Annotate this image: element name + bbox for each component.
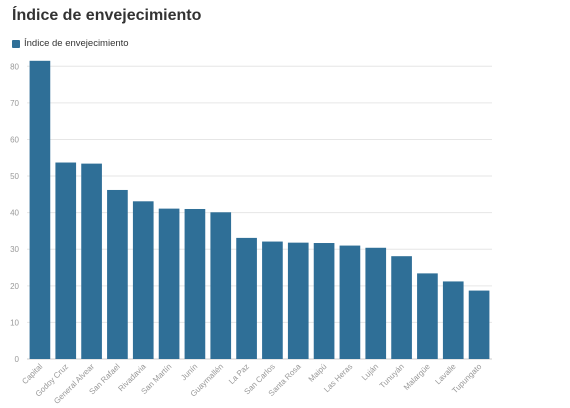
x-tick-label: Malargüe xyxy=(402,362,432,392)
y-tick-label: 0 xyxy=(15,355,20,364)
bar[interactable] xyxy=(442,281,464,359)
y-tick-label: 20 xyxy=(10,282,19,291)
bar[interactable] xyxy=(184,208,206,359)
x-tick-label: Junín xyxy=(179,362,199,382)
bars xyxy=(29,60,490,360)
chart-title: Índice de envejecimiento xyxy=(12,7,202,24)
bar[interactable] xyxy=(262,241,283,359)
y-tick-label: 60 xyxy=(10,135,19,144)
legend-swatch xyxy=(12,39,20,48)
bar[interactable] xyxy=(236,237,257,359)
bar[interactable] xyxy=(468,290,490,359)
bar[interactable] xyxy=(158,208,180,359)
bar[interactable] xyxy=(313,243,335,359)
x-tick-label: Lavalle xyxy=(433,362,458,387)
bar[interactable] xyxy=(210,212,232,359)
bar[interactable] xyxy=(81,163,102,359)
bar[interactable] xyxy=(107,189,128,359)
y-tick-label: 30 xyxy=(10,245,19,254)
bar[interactable] xyxy=(417,273,438,359)
y-tick-label: 50 xyxy=(10,172,19,181)
bar[interactable] xyxy=(391,256,412,359)
bar[interactable] xyxy=(55,162,77,359)
bar[interactable] xyxy=(287,242,309,359)
y-tick-label: 80 xyxy=(10,62,19,71)
y-tick-label: 70 xyxy=(10,99,19,108)
x-tick-label: Maipú xyxy=(307,362,329,384)
grid xyxy=(27,65,492,360)
x-tick-label: Luján xyxy=(360,362,380,382)
bar[interactable] xyxy=(365,247,387,359)
bar[interactable] xyxy=(339,245,361,359)
bar[interactable] xyxy=(29,60,51,360)
legend-label: Índice de envejecimiento xyxy=(24,38,129,49)
y-tick-label: 10 xyxy=(10,318,19,327)
y-tick-label: 40 xyxy=(10,209,19,218)
x-tick-label: Capital xyxy=(20,362,44,386)
bar[interactable] xyxy=(132,201,154,359)
y-axis: 0 10 20 30 40 50 60 70 80 xyxy=(10,62,19,364)
x-tick-label: Las Heras xyxy=(322,362,354,394)
x-tick-label: La Paz xyxy=(227,362,251,386)
legend: Índice de envejecimiento xyxy=(12,38,129,49)
